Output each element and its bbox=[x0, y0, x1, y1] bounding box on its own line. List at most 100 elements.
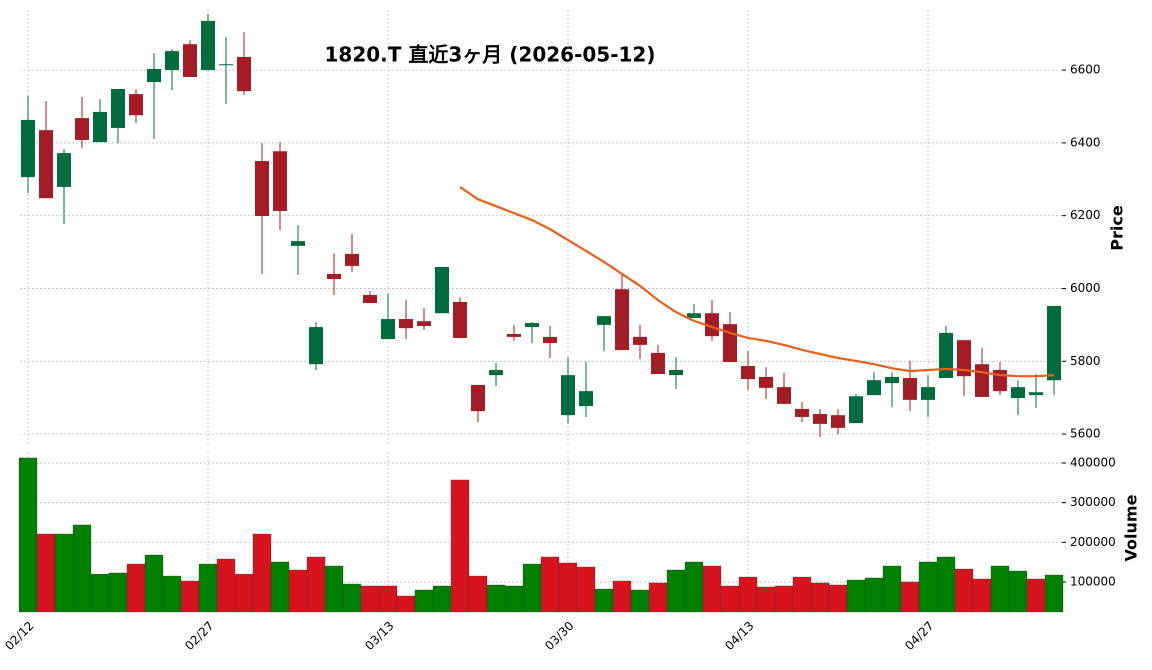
candle-body bbox=[525, 323, 539, 328]
volume-bar bbox=[1026, 578, 1046, 613]
volume-bar bbox=[468, 575, 488, 613]
volume-bar bbox=[702, 565, 722, 613]
candle-body bbox=[237, 56, 251, 92]
volume-bar bbox=[756, 586, 776, 613]
volume-bar bbox=[108, 572, 128, 613]
volume-tick-label: 400000 bbox=[1070, 455, 1116, 469]
y-tick-label: 6200 bbox=[1070, 208, 1101, 222]
y-tick-label: 6000 bbox=[1070, 281, 1101, 295]
candle-body bbox=[453, 301, 467, 338]
volume-bar bbox=[486, 584, 506, 613]
candle-body bbox=[1011, 387, 1025, 399]
candle-body bbox=[309, 327, 323, 365]
candle-body bbox=[75, 118, 89, 140]
volume-bar bbox=[18, 457, 38, 613]
volume-bar bbox=[936, 556, 956, 613]
x-tick-label: 03/13 bbox=[362, 619, 396, 653]
volume-bar bbox=[738, 576, 758, 613]
volume-bar bbox=[612, 580, 632, 613]
volume-tick-label: 300000 bbox=[1070, 495, 1116, 509]
candle-body bbox=[579, 391, 593, 407]
volume-bar bbox=[432, 585, 452, 613]
candle-body bbox=[273, 151, 287, 211]
volume-bar bbox=[900, 581, 920, 613]
volume-bar bbox=[540, 556, 560, 613]
candle-body bbox=[129, 94, 143, 116]
x-tick-label: 03/30 bbox=[542, 619, 576, 653]
volume-bar bbox=[306, 556, 326, 613]
candle-body bbox=[813, 414, 827, 424]
volume-bar bbox=[882, 565, 902, 613]
volume-bar bbox=[216, 558, 236, 613]
candle-body bbox=[687, 313, 701, 318]
candle-body bbox=[561, 375, 575, 416]
y-tick-label: 6400 bbox=[1070, 135, 1101, 149]
volume-bar bbox=[198, 563, 218, 613]
candle-body bbox=[795, 408, 809, 417]
candle-body bbox=[255, 161, 269, 217]
volume-bar bbox=[864, 577, 884, 613]
candle-body bbox=[849, 396, 863, 424]
volume-bar bbox=[1044, 574, 1064, 613]
moving-average-line bbox=[459, 186, 1055, 378]
volume-axis-title: Volume bbox=[1122, 494, 1141, 561]
volume-bar bbox=[288, 569, 308, 613]
volume-bar bbox=[414, 589, 434, 613]
volume-tick-label: 200000 bbox=[1070, 535, 1116, 549]
candle-body bbox=[903, 378, 917, 400]
candle-body bbox=[111, 88, 125, 128]
candle-body bbox=[633, 336, 647, 345]
candle-body bbox=[867, 380, 881, 396]
y-tick-label: 5800 bbox=[1070, 354, 1101, 368]
candle-body bbox=[597, 316, 611, 325]
candle-body bbox=[363, 295, 377, 304]
candle-body bbox=[147, 68, 161, 83]
candle-body bbox=[921, 387, 935, 400]
candle-body bbox=[777, 387, 791, 404]
volume-bar bbox=[846, 579, 866, 613]
candle-body bbox=[219, 64, 233, 66]
candle-body bbox=[327, 273, 341, 280]
volume-bar bbox=[270, 561, 290, 613]
volume-bar bbox=[234, 573, 254, 613]
candle-body bbox=[615, 289, 629, 350]
volume-bar bbox=[504, 585, 524, 613]
candle-body bbox=[39, 130, 53, 199]
candle-body bbox=[705, 313, 719, 337]
volume-bar bbox=[954, 568, 974, 613]
volume-bar bbox=[450, 479, 470, 613]
candle-body bbox=[885, 376, 899, 384]
candle-body bbox=[543, 336, 557, 344]
candle-body bbox=[165, 51, 179, 71]
candle-body bbox=[291, 241, 305, 246]
volume-bar bbox=[90, 573, 110, 613]
volume-bar bbox=[396, 595, 416, 613]
candle-body bbox=[651, 352, 665, 375]
volume-bar bbox=[648, 582, 668, 613]
candle-body bbox=[345, 253, 359, 266]
candle-body bbox=[507, 333, 521, 337]
candle-body bbox=[957, 340, 971, 377]
volume-bar bbox=[558, 562, 578, 613]
candle-body bbox=[93, 111, 107, 143]
candle-body bbox=[669, 370, 683, 376]
volume-bar bbox=[360, 585, 380, 613]
candle-body bbox=[741, 366, 755, 380]
candle-body bbox=[57, 153, 71, 187]
volume-bar bbox=[378, 585, 398, 613]
x-tick-label: 02/27 bbox=[182, 619, 216, 653]
candle-body bbox=[21, 119, 35, 178]
volume-bar bbox=[144, 554, 164, 613]
y-tick-label: 5600 bbox=[1070, 427, 1101, 441]
candle-body bbox=[471, 384, 485, 412]
candle-body bbox=[759, 376, 773, 388]
candle-body bbox=[723, 324, 737, 363]
candle-body bbox=[1029, 392, 1043, 396]
volume-bar bbox=[630, 589, 650, 613]
candle-body bbox=[489, 370, 503, 376]
volume-bar bbox=[342, 583, 362, 613]
candle-body bbox=[201, 20, 215, 71]
candle-body bbox=[1047, 305, 1061, 381]
volume-bar bbox=[54, 533, 74, 613]
